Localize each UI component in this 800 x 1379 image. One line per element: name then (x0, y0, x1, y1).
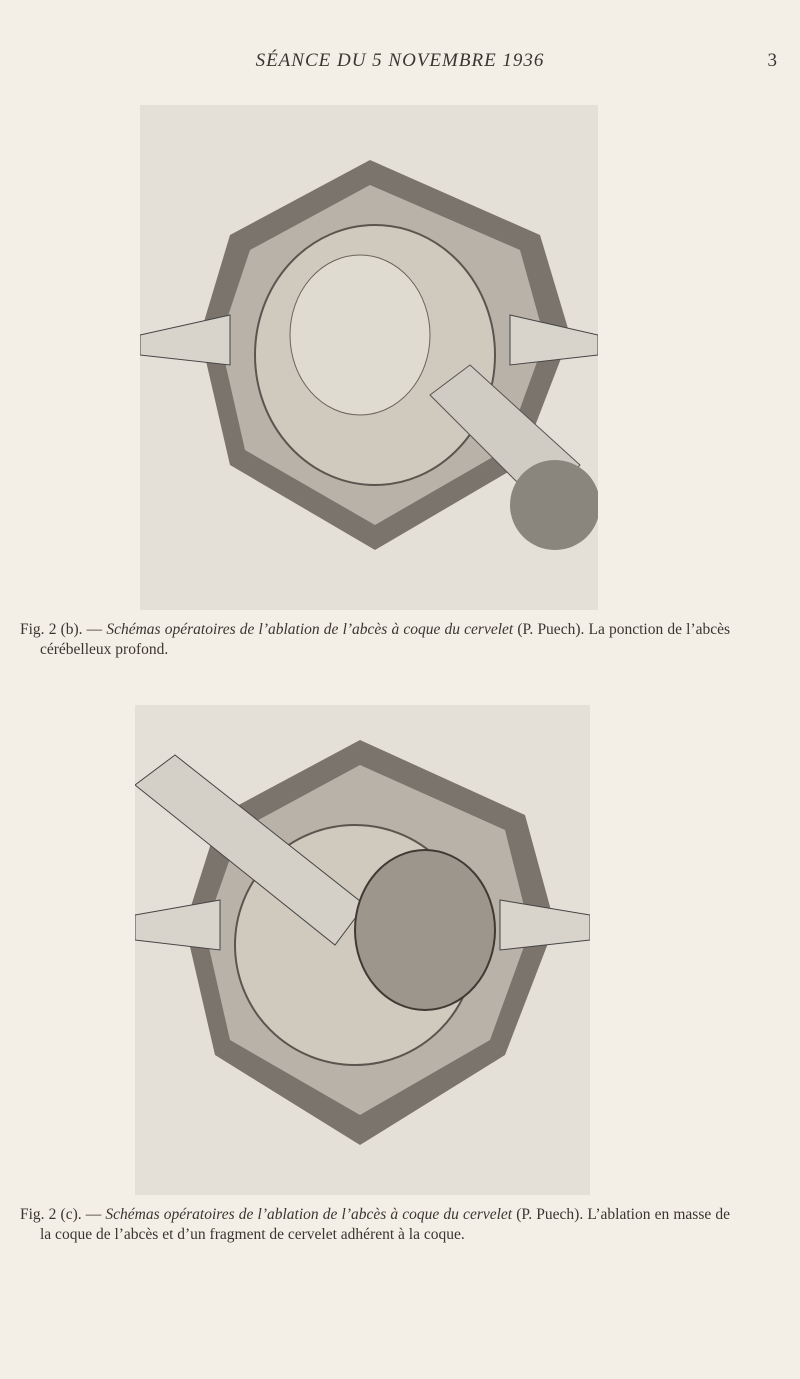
caption-text: (P. Puech). La ponction de l’abcès céréb… (40, 621, 731, 658)
header: SÉANCE DU 5 NOVEMBRE 1936 3 (0, 50, 800, 80)
page-number: 3 (767, 50, 778, 71)
figure-label: Fig. 2 (c). — (20, 1206, 102, 1223)
caption-text: (P. Puech). L’ablation en masse de la co… (40, 1206, 730, 1243)
figure-label: Fig. 2 (b). — (20, 621, 103, 638)
caption-italic: Schémas opératoires de l’ablation de l’a… (106, 621, 514, 638)
illustration (135, 705, 590, 1195)
running-title: SÉANCE DU 5 NOVEMBRE 1936 (255, 50, 545, 71)
figure-caption: Fig. 2 (b). — Schémas opératoires de l’a… (20, 620, 730, 660)
caption-italic: Schémas opératoires de l’ablation de l’a… (105, 1206, 513, 1223)
illustration (140, 105, 598, 610)
figure-caption: Fig. 2 (c). — Schémas opératoires de l’a… (20, 1205, 730, 1245)
